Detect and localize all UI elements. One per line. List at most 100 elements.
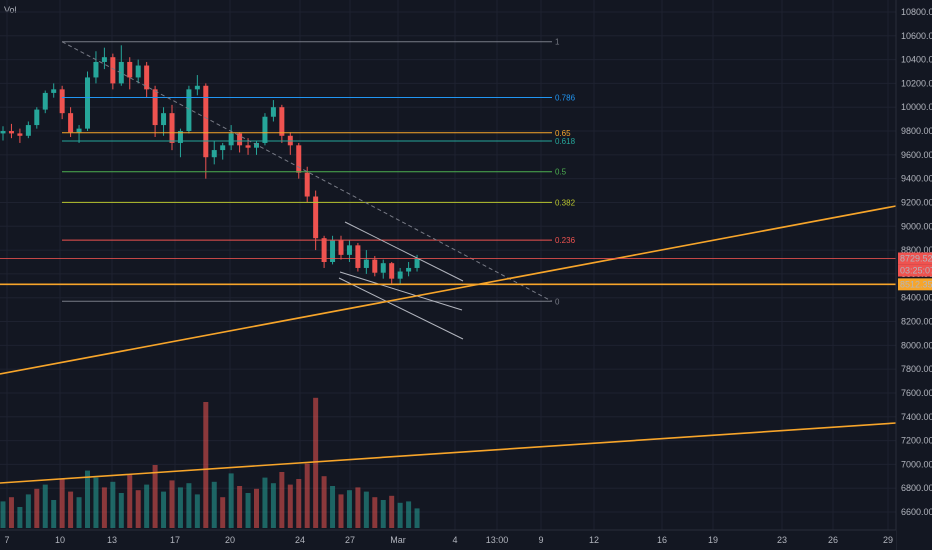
candle-body xyxy=(76,128,82,133)
channel-middle-line xyxy=(339,271,463,311)
candle-body xyxy=(245,145,251,148)
candle-body xyxy=(8,131,14,134)
time-axis-tick: 17 xyxy=(170,535,180,545)
volume-bar xyxy=(135,490,141,528)
price-axis-tick: 9600.00 xyxy=(901,150,932,160)
time-axis-tick: Mar xyxy=(390,535,406,545)
volume-bar xyxy=(245,493,251,528)
volume-bar xyxy=(194,494,200,528)
volume-bar xyxy=(59,479,65,528)
time-axis-tick: 23 xyxy=(777,535,787,545)
price-axis-tick: 9000.00 xyxy=(901,221,932,231)
candle-body xyxy=(363,259,369,268)
candle-body xyxy=(313,196,319,239)
candle-body xyxy=(135,65,141,78)
candle-body xyxy=(42,92,48,110)
volume-bar xyxy=(237,486,243,528)
volume-bar xyxy=(321,476,327,528)
price-axis-tick: 9400.00 xyxy=(901,174,932,184)
candle-body xyxy=(51,89,57,93)
volume-bar xyxy=(68,491,74,528)
volume-bar xyxy=(363,491,369,528)
volume-bar xyxy=(389,495,395,528)
candle-body xyxy=(270,107,276,117)
candle-body xyxy=(321,238,327,262)
volume-bar xyxy=(93,477,99,528)
candle-body xyxy=(93,61,99,78)
volume-bar xyxy=(161,491,167,528)
price-axis-tick: 6600.00 xyxy=(901,507,932,517)
candle-body xyxy=(304,172,310,197)
fib-level-label: 0.5 xyxy=(555,168,567,177)
candle-body xyxy=(211,150,217,158)
volume-indicator-label: Vol xyxy=(4,5,17,15)
price-axis-tick: 10200.00 xyxy=(901,78,932,88)
time-axis-tick: 27 xyxy=(345,535,355,545)
volume-bar xyxy=(220,497,226,528)
volume-bar xyxy=(262,477,268,528)
channel-upper-line xyxy=(344,221,464,282)
price-axis-tick: 7600.00 xyxy=(901,388,932,398)
time-axis-tick: 19 xyxy=(708,535,718,545)
time-axis-tick: 16 xyxy=(657,535,667,545)
price-axis-tick: 8200.00 xyxy=(901,317,932,327)
price-badge xyxy=(898,252,932,265)
volume-bar xyxy=(51,500,57,528)
volume-bar xyxy=(254,488,259,528)
candle-body xyxy=(194,85,200,90)
volume-bar xyxy=(186,483,192,528)
price-axis-tick: 9800.00 xyxy=(901,126,932,136)
candle-body xyxy=(355,245,361,268)
price-axis-tick: 10000.00 xyxy=(901,102,932,112)
price-axis-tick: 8000.00 xyxy=(901,340,932,350)
volume-bar xyxy=(127,474,133,528)
candle-body xyxy=(110,57,116,84)
candle-body xyxy=(203,85,209,158)
volume-bar xyxy=(101,487,107,528)
volume-bar xyxy=(25,494,31,528)
price-axis-tick: 8400.00 xyxy=(901,293,932,303)
candle-body xyxy=(296,145,302,173)
orange-trend-line-upper xyxy=(0,205,897,375)
price-badge-label: 8512.35 xyxy=(900,279,932,289)
volume-bar xyxy=(17,507,23,528)
price-axis-tick: 7200.00 xyxy=(901,436,932,446)
price-badge-label: 03:25:07 xyxy=(900,266,932,276)
price-axis-tick: 10400.00 xyxy=(901,55,932,65)
candle-body xyxy=(169,113,175,143)
price-axis-tick: 9200.00 xyxy=(901,197,932,207)
volume-bar xyxy=(270,483,276,528)
fib-level-label: 1 xyxy=(555,38,560,47)
candle-body xyxy=(380,263,386,273)
candle-body xyxy=(144,65,150,90)
candle-body xyxy=(177,131,183,143)
candle-body xyxy=(0,131,6,134)
orange-trend-line-lower xyxy=(0,422,897,484)
time-axis-tick: 7 xyxy=(4,535,9,545)
volume-bar xyxy=(346,490,352,528)
price-axis-tick: 8800.00 xyxy=(901,245,932,255)
volume-bar xyxy=(372,497,378,528)
volume-bar xyxy=(406,501,412,528)
volume-bar xyxy=(211,481,217,528)
volume-bar xyxy=(144,484,150,528)
candle-body xyxy=(397,271,403,279)
volume-bar xyxy=(118,493,124,528)
volume-bar xyxy=(152,465,158,528)
volume-bar xyxy=(296,479,302,528)
candle-body xyxy=(406,267,412,272)
fib-level-label: 0.236 xyxy=(555,236,576,245)
time-axis-background xyxy=(0,530,896,550)
candle-body xyxy=(101,57,107,62)
candle-body xyxy=(389,263,395,279)
volume-bar xyxy=(338,494,344,528)
volume-bar xyxy=(76,497,82,528)
fib-level-label: 0.65 xyxy=(555,129,571,138)
volume-bar xyxy=(380,500,386,528)
candle-body xyxy=(17,133,23,136)
candle-body xyxy=(330,240,336,262)
price-axis-tick: 10800.00 xyxy=(901,7,932,17)
candle-body xyxy=(25,125,31,136)
fib-level-label: 0.786 xyxy=(555,93,576,102)
